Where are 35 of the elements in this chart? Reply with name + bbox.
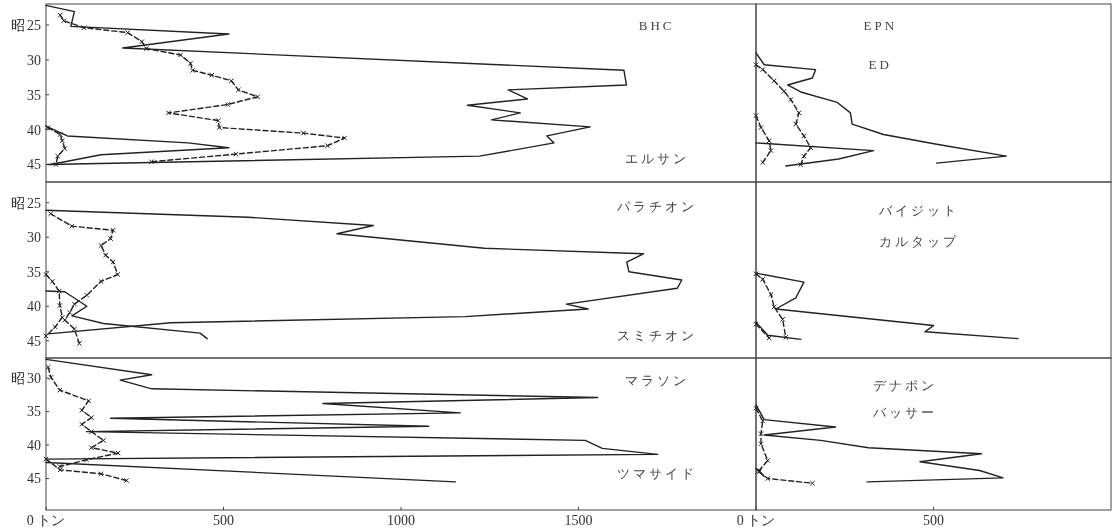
x-tick-label: 500 (923, 513, 944, 528)
annotation: バイジット (878, 202, 960, 218)
y-tick-label: 30 (27, 52, 41, 68)
annotation: マラソン (624, 373, 689, 389)
annotation: パラチオン (615, 199, 697, 215)
y-tick-label: 25 (27, 195, 41, 211)
y-tick-label: 35 (27, 264, 41, 280)
y-tick-label: 35 (27, 404, 41, 420)
y-tick-label: 45 (27, 471, 41, 487)
annotation: カルタップ (879, 234, 960, 250)
annotation: ED (868, 57, 892, 73)
y-axis-title: 昭 (10, 370, 25, 386)
y-tick-label: 25 (27, 17, 41, 33)
y-tick-label: 40 (27, 299, 41, 315)
annotation: スミチオン (616, 327, 697, 343)
y-tick-label: 30 (27, 230, 41, 246)
x-tick-label: 1000 (387, 513, 415, 528)
annotation: EPN (863, 17, 898, 33)
y-tick-label: 45 (27, 157, 41, 173)
y-tick-label: 45 (27, 333, 41, 349)
annotation: BHC (638, 17, 675, 33)
x-tick-label: 0 トン (26, 513, 66, 528)
annotation: デナポン (873, 377, 938, 393)
annotation: エルサン (624, 151, 689, 167)
y-axis-title: 昭 (10, 17, 25, 33)
annotation: ツマサイド (616, 466, 697, 482)
y-tick-label: 40 (27, 437, 41, 453)
x-tick-label: 1500 (564, 513, 593, 528)
y-tick-label: 35 (27, 87, 41, 103)
y-tick-label: 30 (27, 370, 41, 386)
y-axis-title: 昭 (10, 195, 25, 211)
y-tick-label: 40 (27, 122, 41, 138)
x-tick-label: 500 (213, 513, 234, 528)
annotation: バッサー (872, 405, 938, 421)
x-tick-label: 0 トン (736, 513, 776, 528)
